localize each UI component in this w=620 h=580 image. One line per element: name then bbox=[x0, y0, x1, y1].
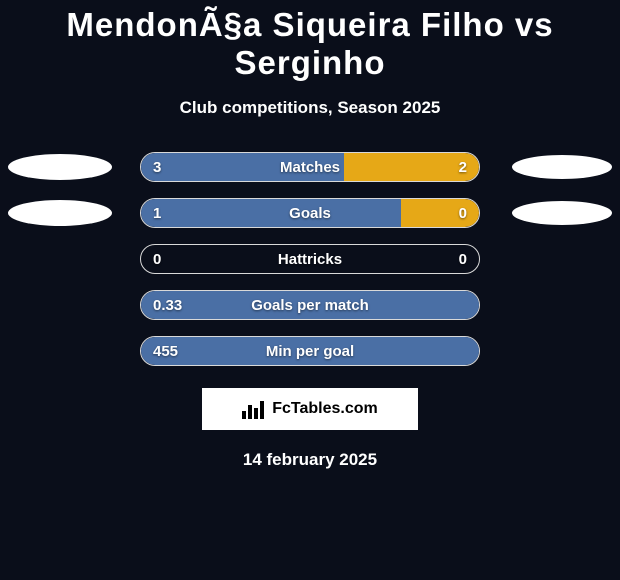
stat-row: 32Matches bbox=[0, 152, 620, 182]
footer-label: FcTables.com bbox=[272, 400, 378, 418]
stat-label: Matches bbox=[141, 153, 479, 182]
page-title: MendonÃ§a Siqueira Filho vs Serginho bbox=[0, 6, 620, 82]
stat-bar: 10Goals bbox=[140, 198, 480, 228]
stat-row: 00Hattricks bbox=[0, 244, 620, 274]
bars-icon bbox=[242, 399, 266, 419]
stat-row: 455Min per goal bbox=[0, 336, 620, 366]
subtitle: Club competitions, Season 2025 bbox=[0, 98, 620, 118]
stat-label: Goals per match bbox=[141, 291, 479, 320]
stat-bar: 32Matches bbox=[140, 152, 480, 182]
stat-bar: 455Min per goal bbox=[140, 336, 480, 366]
fctables-logo[interactable]: FcTables.com bbox=[202, 388, 418, 430]
player-avatar-left bbox=[8, 200, 112, 226]
stat-label: Goals bbox=[141, 199, 479, 228]
date-label: 14 february 2025 bbox=[0, 450, 620, 470]
player-avatar-right bbox=[512, 155, 612, 179]
stat-label: Min per goal bbox=[141, 337, 479, 366]
stat-bar: 0.33Goals per match bbox=[140, 290, 480, 320]
player-avatar-left bbox=[8, 154, 112, 180]
player-avatar-right bbox=[512, 201, 612, 225]
stat-bar: 00Hattricks bbox=[140, 244, 480, 274]
stat-label: Hattricks bbox=[141, 245, 479, 274]
stat-row: 10Goals bbox=[0, 198, 620, 228]
stat-row: 0.33Goals per match bbox=[0, 290, 620, 320]
